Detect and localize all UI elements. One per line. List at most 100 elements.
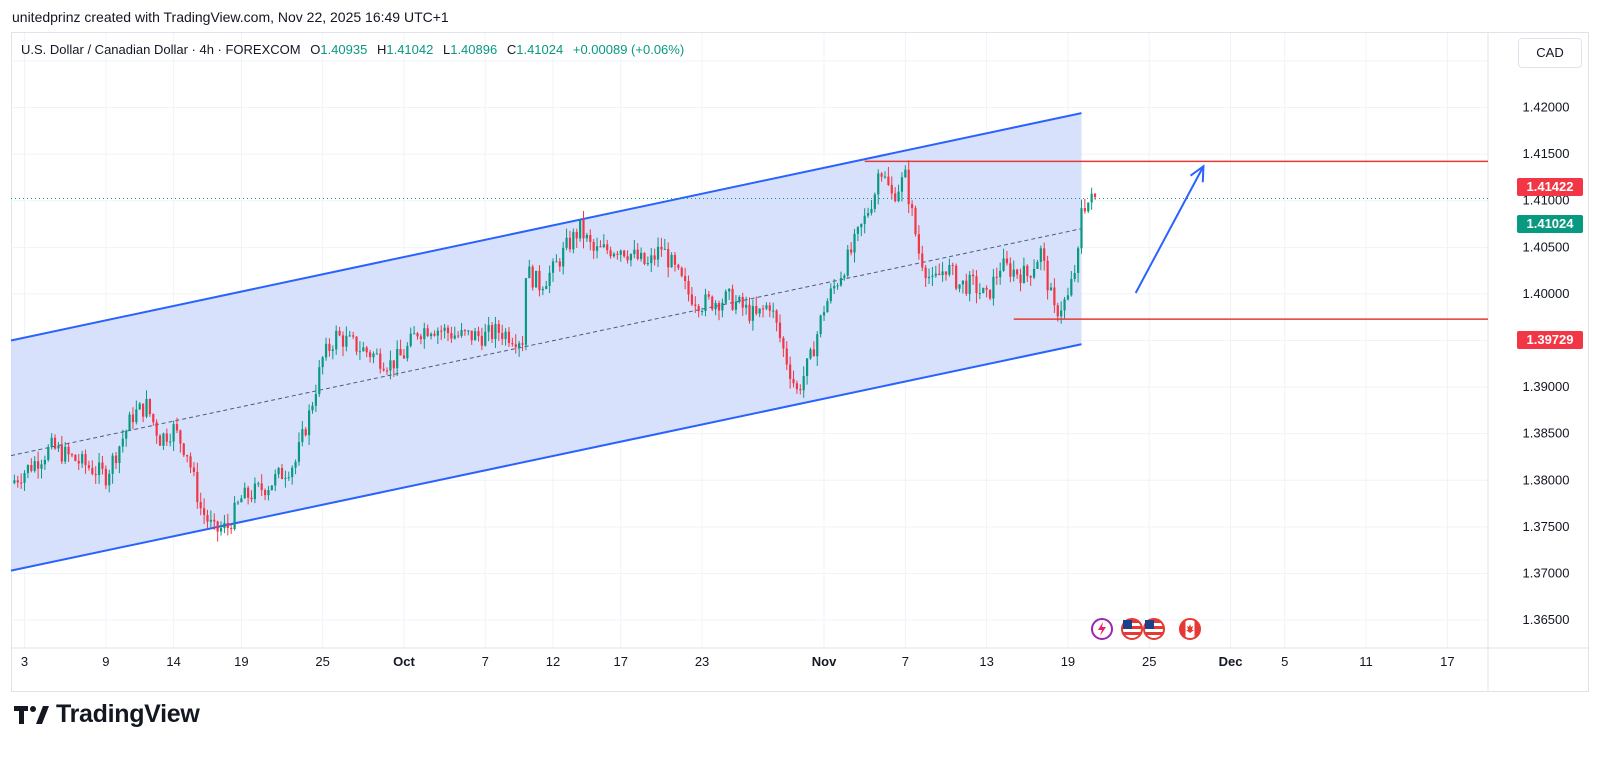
candle-body <box>904 169 907 178</box>
price-tick-label: 1.37000 <box>1523 565 1570 580</box>
candle-body <box>338 330 341 336</box>
candle-body <box>758 308 761 314</box>
candle-body <box>745 304 748 308</box>
candle-body <box>172 424 175 442</box>
price-tick-label: 1.40500 <box>1523 239 1570 254</box>
candle-body <box>545 285 548 289</box>
candle-body <box>409 333 412 346</box>
candle-body <box>243 487 246 499</box>
currency-button[interactable]: CAD <box>1518 38 1582 68</box>
candle-body <box>60 445 63 462</box>
projection-arrow[interactable] <box>1134 164 1205 294</box>
time-tick-label: 17 <box>614 654 628 669</box>
candle-body <box>1063 299 1066 311</box>
candle-body <box>20 482 23 484</box>
candle-body <box>653 255 656 260</box>
candle-body <box>877 173 880 182</box>
candle-body <box>863 215 866 224</box>
candle-body <box>118 446 121 464</box>
candle-body <box>362 347 365 352</box>
candle-body <box>257 483 260 485</box>
candle-body <box>887 176 890 185</box>
candle-body <box>253 483 257 500</box>
channel-upper-line <box>10 112 1082 342</box>
candle-body <box>114 455 118 464</box>
candle-body <box>677 264 680 268</box>
candle-body <box>372 353 375 358</box>
candle-body <box>379 353 382 369</box>
candle-body <box>931 275 934 277</box>
candle-body <box>538 270 541 291</box>
candle-body <box>511 343 514 345</box>
candle-body <box>274 474 277 486</box>
candle-body <box>944 271 948 275</box>
candle-body <box>955 265 958 289</box>
candle-body <box>589 234 592 242</box>
candle-body <box>728 288 731 292</box>
price-axis[interactable]: 1.425001.420001.415001.410001.405001.400… <box>1523 53 1570 627</box>
candle-body <box>308 410 311 436</box>
time-axis[interactable]: 3 9 14 19 25 Oct 7 12 17 23 Nov 7 13 19 25 Dec 5 11 17 <box>21 654 1455 669</box>
candle-body <box>77 460 80 464</box>
candle-body <box>450 333 453 339</box>
candle-body <box>870 208 873 214</box>
resistance-price-tag: 1.41422 <box>1517 178 1583 196</box>
candle-body <box>138 403 141 410</box>
candle-body <box>352 335 355 337</box>
parallel-channel[interactable] <box>10 112 1082 572</box>
time-tick-label: 25 <box>315 654 329 669</box>
candle-body <box>626 256 629 261</box>
candle-body <box>91 467 94 475</box>
candle-body <box>826 301 829 313</box>
candle-body <box>16 480 19 483</box>
candle-body <box>365 347 368 353</box>
candle-body <box>294 461 297 468</box>
candle-body <box>670 254 673 268</box>
candle-body <box>633 249 636 255</box>
candle-body <box>690 294 694 305</box>
time-tick-label: 14 <box>166 654 180 669</box>
candle-body <box>643 252 646 264</box>
candle-body <box>765 305 768 309</box>
candle-body <box>1022 265 1025 283</box>
candle-body <box>182 443 185 456</box>
candle-body <box>602 244 605 247</box>
time-tick-label: 13 <box>979 654 993 669</box>
candle-body <box>907 169 910 205</box>
us-flag-icon[interactable] <box>1121 618 1143 640</box>
candle-body <box>1043 248 1046 261</box>
candle-body <box>223 522 226 529</box>
candle-body <box>392 360 395 369</box>
candle-body <box>595 246 599 251</box>
candle-body <box>158 435 162 446</box>
candle-body <box>419 336 423 340</box>
us-flag-icon[interactable] <box>1143 618 1165 640</box>
horizontal-levels[interactable] <box>11 160 1488 320</box>
candles <box>13 160 1097 542</box>
candle-body <box>413 333 416 335</box>
candle-body <box>233 502 236 530</box>
candle-body <box>579 219 582 239</box>
candle-body <box>795 383 799 390</box>
candle-body <box>47 447 50 460</box>
candle-body <box>934 273 937 276</box>
candle-body <box>890 184 893 194</box>
tradingview-logo[interactable]: TradingView <box>14 700 200 729</box>
candle-body <box>480 335 483 346</box>
candle-body <box>192 467 196 472</box>
time-tick-label: 11 <box>1359 654 1373 669</box>
support-price-tag: 1.39729 <box>1517 331 1583 349</box>
price-tick-label: 1.37500 <box>1523 519 1570 534</box>
lightning-icon[interactable] <box>1091 618 1113 640</box>
candle-body <box>927 276 931 279</box>
candle-body <box>1087 202 1090 212</box>
ca-flag-icon[interactable] <box>1179 618 1201 640</box>
candle-body <box>175 424 179 431</box>
candle-body <box>514 344 517 348</box>
candle-body <box>314 394 317 406</box>
candle-body <box>636 249 639 259</box>
candle-body <box>385 370 389 372</box>
candle-body <box>582 219 585 239</box>
candle-body <box>911 204 914 209</box>
